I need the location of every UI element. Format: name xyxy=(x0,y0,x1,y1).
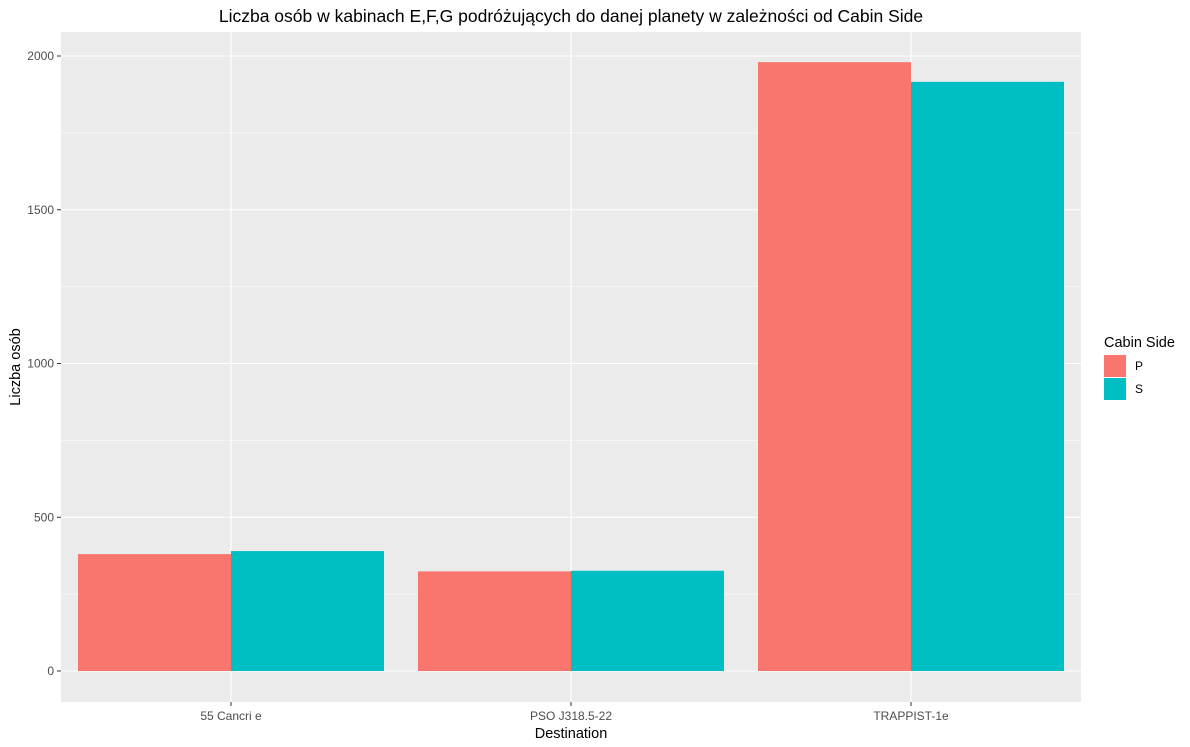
legend-label-p: P xyxy=(1135,359,1143,373)
y-tick-label: 1500 xyxy=(27,203,54,217)
x-tick-label: 55 Cancri e xyxy=(200,709,262,723)
bar-s-0 xyxy=(231,551,384,671)
x-tick-label: TRAPPIST-1e xyxy=(873,709,949,723)
legend-label-s: S xyxy=(1135,382,1143,396)
x-axis-title: Destination xyxy=(535,726,608,742)
x-axis: 55 Cancri e PSO J318.5-22 TRAPPIST-1e xyxy=(200,702,949,723)
x-tick-label: PSO J318.5-22 xyxy=(530,709,612,723)
bar-s-1 xyxy=(571,570,724,671)
bars xyxy=(78,62,1064,671)
legend-key-p xyxy=(1104,355,1126,377)
bar-s-2 xyxy=(911,81,1064,671)
y-axis-title: Liczba osób xyxy=(8,328,24,405)
y-tick-label: 0 xyxy=(47,664,54,678)
bar-p-0 xyxy=(78,554,231,671)
y-tick-label: 2000 xyxy=(27,49,54,63)
legend-key-s xyxy=(1104,378,1126,400)
y-axis: 0 500 1000 1500 2000 xyxy=(27,49,61,678)
y-tick-label: 1000 xyxy=(27,357,54,371)
y-tick-label: 500 xyxy=(34,510,54,524)
legend-title: Cabin Side xyxy=(1104,335,1175,351)
bar-p-1 xyxy=(418,571,571,671)
bar-p-2 xyxy=(758,62,911,671)
legend: Cabin Side PS xyxy=(1104,335,1175,400)
chart-title: Liczba osób w kabinach E,F,G podróżujący… xyxy=(219,6,923,26)
